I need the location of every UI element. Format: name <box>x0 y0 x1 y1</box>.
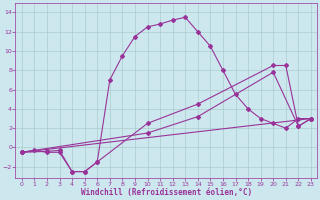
X-axis label: Windchill (Refroidissement éolien,°C): Windchill (Refroidissement éolien,°C) <box>81 188 252 197</box>
